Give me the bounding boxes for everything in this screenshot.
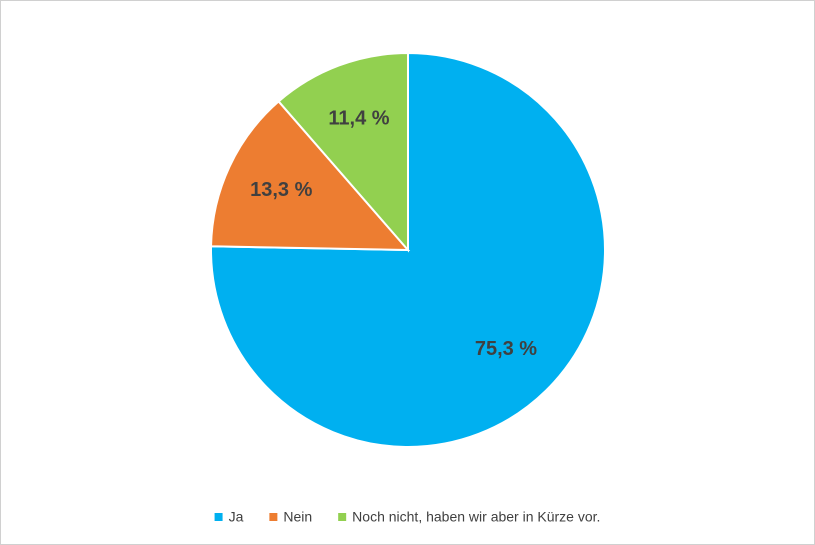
legend-swatch: [269, 513, 278, 521]
legend-label: Noch nicht, haben wir aber in Kürze vor.: [352, 509, 600, 525]
legend-label: Nein: [283, 509, 312, 525]
legend-label: Ja: [229, 509, 244, 525]
legend-swatch: [338, 513, 347, 521]
pie-slice: [210, 100, 411, 252]
pie-slice: [210, 51, 606, 448]
value-label: 75,3 %: [475, 338, 537, 360]
value-label: 13,3 %: [250, 179, 312, 201]
legend-swatch: [214, 513, 223, 521]
pie-slice: [277, 51, 409, 253]
value-label: 11,4 %: [328, 107, 389, 129]
